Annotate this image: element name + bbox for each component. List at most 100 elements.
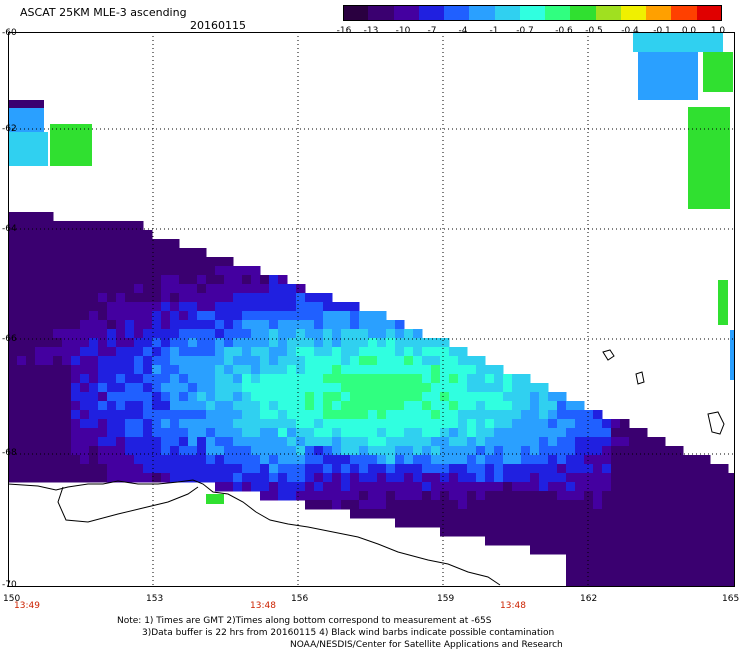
data-cell	[314, 302, 324, 312]
data-cell	[674, 581, 684, 587]
data-cell	[215, 356, 225, 366]
data-cell	[314, 446, 324, 456]
data-cell	[728, 491, 735, 501]
data-cell	[152, 338, 162, 348]
data-cell	[170, 320, 180, 330]
data-cell	[62, 338, 72, 348]
data-cell	[260, 446, 270, 456]
data-cell	[701, 500, 711, 510]
data-cell	[530, 509, 540, 519]
data-cell	[233, 302, 243, 312]
data-cell	[665, 563, 675, 573]
data-cell	[575, 473, 585, 483]
data-cell	[215, 338, 225, 348]
data-cell	[98, 257, 108, 267]
data-cell	[431, 383, 441, 393]
data-cell	[197, 473, 207, 483]
data-cell	[629, 581, 639, 587]
data-cell	[314, 320, 324, 330]
data-cell	[503, 410, 513, 420]
data-cell	[413, 383, 423, 393]
data-cell	[296, 464, 306, 474]
data-cell	[197, 455, 207, 465]
data-cell	[593, 500, 603, 510]
data-cell	[485, 464, 495, 474]
data-cell	[260, 338, 270, 348]
data-cell	[449, 374, 459, 384]
data-cell	[548, 527, 558, 537]
data-cell	[260, 401, 270, 411]
data-cell	[521, 500, 531, 510]
data-cell	[521, 437, 531, 447]
data-cell	[35, 356, 45, 366]
data-cell	[125, 338, 135, 348]
data-cell	[332, 302, 342, 312]
data-cell	[296, 401, 306, 411]
data-cell	[44, 257, 54, 267]
data-cell	[683, 464, 693, 474]
data-cell	[638, 500, 648, 510]
data-cell	[584, 491, 594, 501]
data-cell	[26, 302, 36, 312]
data-cell	[368, 428, 378, 438]
data-cell	[647, 464, 657, 474]
data-cell	[359, 509, 369, 519]
data-cell	[98, 356, 108, 366]
data-cell	[602, 491, 612, 501]
longitude-label: 162	[580, 594, 598, 604]
data-cell	[170, 356, 180, 366]
data-cell	[134, 365, 144, 375]
data-cell	[62, 320, 72, 330]
data-cell	[44, 410, 54, 420]
data-cell	[404, 464, 414, 474]
data-cell	[188, 365, 198, 375]
data-cell	[449, 392, 459, 402]
data-cell	[224, 320, 234, 330]
data-cell	[188, 320, 198, 330]
data-cell	[647, 536, 657, 546]
data-cell	[422, 509, 432, 519]
data-cell	[521, 401, 531, 411]
data-cell	[35, 221, 45, 231]
data-cell	[152, 347, 162, 357]
data-cell	[53, 392, 63, 402]
data-cell	[71, 473, 81, 483]
data-cell	[278, 401, 288, 411]
data-cell	[125, 410, 135, 420]
data-cell	[269, 419, 279, 429]
data-cell	[71, 338, 81, 348]
data-cell	[107, 293, 117, 303]
data-cell	[242, 302, 252, 312]
map-border	[8, 32, 735, 587]
data-cell	[413, 464, 423, 474]
data-cell	[197, 311, 207, 321]
data-cell	[71, 320, 81, 330]
data-cell	[368, 347, 378, 357]
data-cell	[449, 419, 459, 429]
data-cell	[413, 446, 423, 456]
data-cell	[170, 437, 180, 447]
data-cell	[701, 482, 711, 492]
data-cell	[332, 347, 342, 357]
data-cell	[305, 455, 315, 465]
data-cell	[161, 356, 171, 366]
data-cell	[503, 536, 513, 546]
data-cell	[44, 383, 54, 393]
data-cell	[692, 572, 702, 582]
data-cell	[206, 419, 216, 429]
data-cell	[476, 509, 486, 519]
island-1	[602, 349, 615, 361]
data-cell	[125, 374, 135, 384]
data-cell	[629, 527, 639, 537]
data-cell	[602, 545, 612, 555]
data-cell	[314, 401, 324, 411]
data-cell	[557, 410, 567, 420]
data-cell	[62, 437, 72, 447]
data-cell	[350, 374, 360, 384]
data-cell	[431, 446, 441, 456]
data-cell	[413, 401, 423, 411]
data-cell	[233, 374, 243, 384]
data-cell	[62, 392, 72, 402]
data-cell	[530, 536, 540, 546]
data-cell	[188, 464, 198, 474]
